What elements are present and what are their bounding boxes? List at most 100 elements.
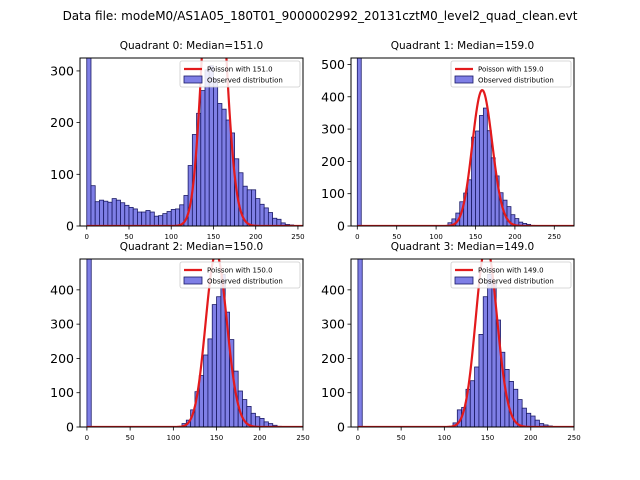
- histogram-bar: [166, 211, 172, 226]
- histogram-bar: [517, 399, 523, 427]
- histogram-bar: [255, 416, 261, 427]
- panel-title: Quadrant 1: Median=159.0: [391, 40, 534, 52]
- y-tick-label: 300: [321, 317, 345, 332]
- y-tick-label: 300: [321, 122, 345, 137]
- x-tick-label: 250: [548, 233, 561, 241]
- y-tick-label: 500: [321, 57, 345, 72]
- poisson-curve: [357, 259, 574, 427]
- x-tick-label: 200: [253, 434, 266, 442]
- y-tick-label: 100: [321, 385, 345, 400]
- x-tick-label: 150: [469, 233, 482, 241]
- histogram-bar: [521, 407, 527, 427]
- x-tick-label: 0: [355, 233, 359, 241]
- legend-label-observed: Observed distribution: [207, 278, 283, 286]
- axes-frame: [350, 258, 575, 428]
- histogram-bar: [478, 334, 484, 427]
- axes-frame: [79, 258, 304, 428]
- histogram-bar: [272, 217, 278, 226]
- histogram-bar: [259, 418, 265, 427]
- panel-title: Quadrant 2: Median=150.0: [120, 241, 263, 253]
- legend-bar-swatch: [183, 276, 203, 285]
- panel-title: Quadrant 3: Median=149.0: [391, 241, 534, 253]
- histogram-bar: [356, 58, 362, 226]
- histogram-bar: [149, 211, 155, 226]
- histogram-bar: [486, 130, 492, 226]
- x-tick-label: 250: [567, 434, 580, 442]
- histogram-bar: [246, 189, 252, 226]
- histogram-bar: [153, 215, 159, 226]
- x-tick-label: 150: [207, 233, 220, 241]
- legend: Poisson with 149.0 Observed distribution: [450, 261, 572, 289]
- x-tick-label: 200: [524, 434, 537, 442]
- figure-title: Data file: modeM0/AS1A05_180T01_90000029…: [63, 9, 578, 23]
- axes-frame: [79, 57, 304, 227]
- poisson-curve: [357, 89, 574, 226]
- y-tick-label: 0: [66, 420, 74, 435]
- y-tick-label: 0: [66, 219, 74, 234]
- histogram-bar: [211, 304, 217, 427]
- histogram-bar: [255, 198, 261, 226]
- legend: Poisson with 150.0 Observed distribution: [179, 261, 301, 289]
- histogram-bar: [111, 198, 117, 226]
- panel-quadrant-3: Quadrant 3: Median=149.0 0 50 100 150 200 250 0…: [321, 241, 581, 442]
- x-tick-label: 150: [481, 434, 494, 442]
- legend: Poisson with 159.0 Observed distribution: [450, 60, 572, 88]
- histogram-bar: [207, 338, 213, 427]
- legend-label-poisson: Poisson with 150.0: [207, 267, 273, 275]
- y-tick-label: 400: [50, 282, 74, 297]
- histogram-bar: [216, 296, 222, 427]
- histogram-bar: [526, 412, 532, 427]
- histogram-bar: [203, 354, 209, 427]
- histogram-bar: [115, 199, 121, 226]
- histogram-bar: [141, 211, 147, 226]
- x-tick-label: 150: [210, 434, 223, 442]
- histogram-bar: [137, 211, 143, 226]
- x-tick-label: 250: [291, 233, 304, 241]
- x-tick-label: 0: [356, 434, 360, 442]
- x-tick-label: 200: [249, 233, 262, 241]
- histogram-bar: [124, 204, 130, 226]
- histogram-bar: [90, 185, 96, 226]
- histogram-bar: [508, 380, 514, 427]
- histogram-bar: [267, 212, 273, 226]
- y-tick-label: 400: [321, 89, 345, 104]
- legend-bar-swatch: [454, 75, 474, 84]
- legend-box: [450, 261, 572, 289]
- axes-frame: [350, 57, 575, 227]
- panel-title: Quadrant 0: Median=151.0: [120, 40, 263, 52]
- x-tick-label: 250: [296, 434, 309, 442]
- plot-area: [357, 259, 574, 427]
- y-tick-label: 200: [50, 115, 74, 130]
- histogram-bar: [158, 215, 164, 226]
- y-tick-label: 200: [321, 351, 345, 366]
- histogram-bar: [200, 90, 206, 226]
- histogram-bar: [103, 200, 109, 226]
- histogram-bar: [120, 202, 126, 226]
- legend: Poisson with 151.0 Observed distribution: [179, 60, 301, 88]
- x-tick-label: 100: [165, 233, 178, 241]
- histogram-bar: [467, 179, 472, 226]
- x-tick-label: 100: [167, 434, 180, 442]
- x-tick-label: 0: [85, 434, 89, 442]
- histogram-bar: [208, 65, 214, 226]
- histogram-bar: [107, 201, 113, 226]
- legend-box: [450, 60, 572, 88]
- panel-quadrant-0: Quadrant 0: Median=151.0 0 50 100 150 200 250 0…: [50, 40, 304, 241]
- histogram-bar: [204, 69, 210, 226]
- histogram-bar: [145, 210, 151, 226]
- legend-bar-swatch: [454, 276, 474, 285]
- histogram-bar: [475, 130, 480, 226]
- legend-box: [179, 261, 301, 289]
- legend-bar-swatch: [183, 75, 203, 84]
- y-tick-label: 300: [50, 63, 74, 78]
- histogram-bar: [357, 259, 363, 427]
- histogram-bar: [213, 78, 219, 226]
- plot-area: [86, 58, 303, 226]
- histogram-bar: [99, 199, 105, 226]
- histogram-bar: [479, 115, 484, 226]
- x-tick-label: 200: [508, 233, 521, 241]
- histogram-bar: [128, 206, 134, 226]
- histogram-bar: [86, 259, 92, 427]
- y-tick-label: 0: [337, 420, 345, 435]
